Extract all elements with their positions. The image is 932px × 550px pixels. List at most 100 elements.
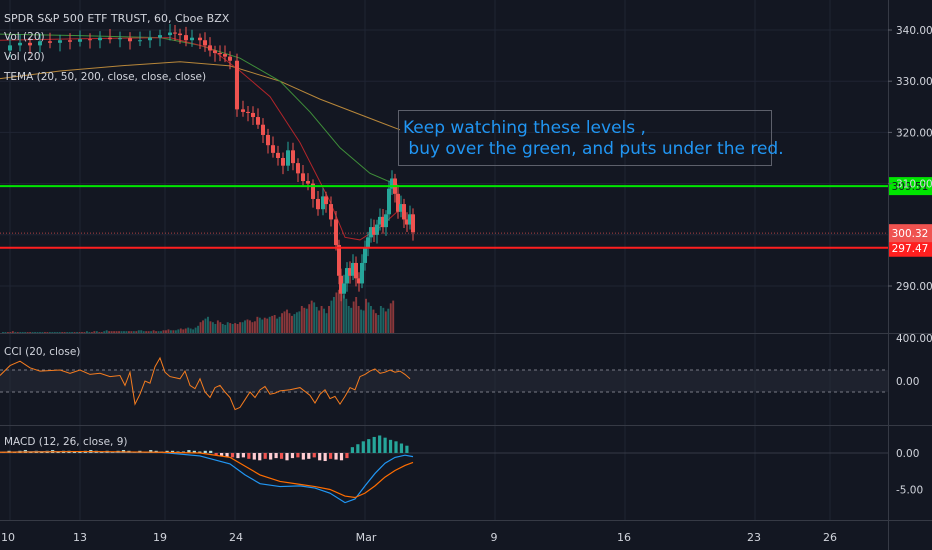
volume-bar bbox=[83, 332, 86, 333]
candle-body bbox=[384, 214, 388, 228]
volume-bar bbox=[29, 332, 32, 333]
candle-body bbox=[334, 219, 338, 246]
candle-body bbox=[208, 45, 212, 51]
volume-bar bbox=[313, 302, 316, 333]
macd-hist-bar bbox=[405, 445, 409, 453]
volume-bar bbox=[34, 332, 37, 333]
candle-body bbox=[256, 117, 260, 125]
volume-bar bbox=[9, 332, 12, 333]
candle-body bbox=[184, 35, 188, 41]
annotation-box[interactable]: Keep watching these levels , buy over th… bbox=[398, 110, 784, 166]
volume-bar bbox=[160, 331, 162, 333]
y-tick-label: 290.00 bbox=[896, 281, 932, 293]
candle-body bbox=[296, 163, 300, 174]
candle-body bbox=[228, 56, 232, 61]
volume-bar bbox=[278, 316, 281, 333]
macd-hist-bar bbox=[334, 453, 338, 460]
volume-bar bbox=[372, 309, 375, 333]
volume-bar bbox=[236, 324, 239, 333]
candle-body bbox=[78, 39, 82, 42]
volume-bar bbox=[219, 322, 222, 333]
macd-hist-bar bbox=[312, 453, 316, 458]
volume-bar bbox=[286, 309, 288, 333]
volume-bar bbox=[85, 331, 88, 333]
volume-bar bbox=[78, 332, 81, 333]
candle-body bbox=[354, 262, 358, 279]
volume-bar bbox=[189, 328, 192, 333]
volume-bar bbox=[98, 332, 101, 333]
x-tick-label: 23 bbox=[747, 531, 761, 544]
macd-hist-bar bbox=[252, 453, 256, 460]
candle-body bbox=[108, 37, 112, 40]
last-price-badge bbox=[889, 224, 932, 243]
x-tick-label: 24 bbox=[229, 531, 243, 544]
candle-body bbox=[28, 42, 32, 46]
volume-bar bbox=[355, 297, 358, 333]
annotation-line-1: Keep watching these levels , bbox=[403, 118, 646, 138]
candle-body bbox=[18, 42, 22, 46]
price-level-badge bbox=[889, 238, 932, 257]
volume-bar bbox=[209, 321, 212, 333]
candle-body bbox=[360, 262, 364, 284]
macd-hist-bar bbox=[323, 453, 327, 462]
volume-bar bbox=[6, 332, 9, 333]
volume-bar bbox=[36, 332, 39, 333]
y-tick-label: 310.00 bbox=[896, 179, 932, 191]
x-tick-label: 10 bbox=[1, 531, 15, 544]
volume-bar bbox=[2, 332, 4, 333]
macd-hist-bar bbox=[318, 453, 322, 461]
volume-bar bbox=[187, 327, 190, 333]
volume-bar bbox=[293, 314, 296, 333]
volume-bar bbox=[127, 331, 130, 333]
candle-body bbox=[390, 178, 394, 189]
volume-bar bbox=[48, 332, 51, 333]
candle-body bbox=[261, 124, 265, 135]
candle-body bbox=[168, 32, 172, 36]
volume-bar bbox=[249, 320, 251, 333]
volume-bar bbox=[95, 331, 98, 333]
volume-bar bbox=[31, 332, 34, 333]
candle-body bbox=[58, 40, 62, 43]
volume-bar bbox=[197, 325, 200, 333]
volume-bar bbox=[320, 306, 323, 333]
macd-hist-bar bbox=[236, 453, 240, 459]
volume-bar bbox=[224, 324, 227, 333]
macd-hist-bar bbox=[263, 453, 267, 459]
candle-body bbox=[306, 181, 310, 184]
volume-bar bbox=[63, 332, 66, 333]
volume-bar bbox=[125, 331, 128, 333]
volume-bar bbox=[130, 331, 133, 333]
candle-body bbox=[235, 60, 239, 110]
volume-bar bbox=[172, 330, 175, 333]
volume-bar bbox=[330, 300, 333, 333]
volume-bar bbox=[14, 332, 17, 333]
macd-hist-bar bbox=[198, 451, 202, 453]
volume-bar bbox=[56, 332, 59, 333]
candle-body bbox=[178, 33, 182, 36]
tema-20-line bbox=[0, 37, 401, 241]
volume-bar bbox=[258, 317, 261, 333]
volume-bar bbox=[365, 298, 367, 333]
volume-bar bbox=[266, 318, 269, 333]
macd-hist-bar bbox=[356, 444, 360, 453]
x-tick-label: 26 bbox=[823, 531, 837, 544]
cci-y-tick: 0.00 bbox=[896, 376, 919, 388]
volume-bar bbox=[177, 329, 180, 333]
candle-body bbox=[98, 37, 102, 41]
volume-bar bbox=[179, 328, 182, 333]
volume-bar bbox=[73, 332, 76, 333]
macd-hist-bar bbox=[72, 451, 77, 453]
volume-bar bbox=[41, 332, 44, 333]
volume-bar bbox=[204, 318, 207, 333]
volume-bar bbox=[202, 320, 204, 333]
candle-body bbox=[118, 38, 122, 40]
volume-bar bbox=[53, 332, 56, 333]
candle-body bbox=[271, 145, 275, 153]
candle-body bbox=[339, 275, 343, 294]
volume-bar bbox=[167, 329, 170, 333]
indicator-label-vol-2: Vol (20) bbox=[4, 51, 45, 63]
macd-hist-bar bbox=[367, 439, 371, 453]
candle-body bbox=[363, 247, 367, 263]
candle-body bbox=[241, 109, 245, 112]
